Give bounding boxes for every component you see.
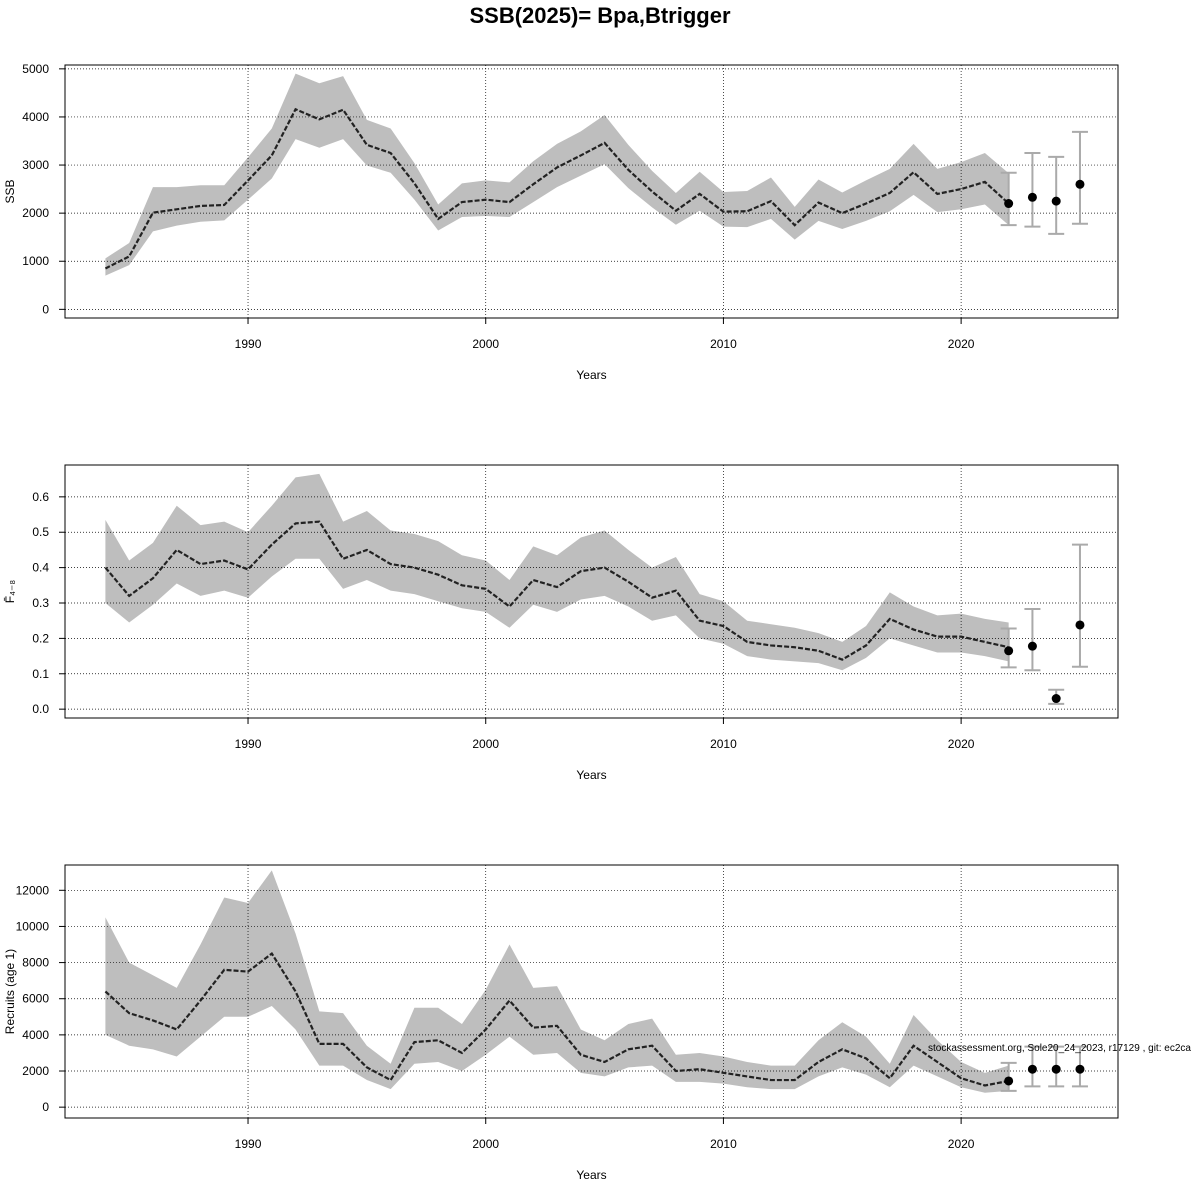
recruits-x-tick-label-2000: 2000 bbox=[472, 1137, 499, 1151]
ssb-x-tick-label-1990: 1990 bbox=[235, 337, 262, 351]
recruits-x-axis-label: Years bbox=[576, 1168, 606, 1182]
ssb-x-tick-label-2020: 2020 bbox=[948, 337, 975, 351]
fbar-x-tick-label-1990: 1990 bbox=[235, 737, 262, 751]
ssb-y-tick-label-1: 1000 bbox=[22, 254, 49, 268]
fbar-estimate-line bbox=[104, 520, 1009, 661]
figure-title: SSB(2025)= Bpa,Btrigger bbox=[469, 3, 730, 28]
ssb-x-axis-label: Years bbox=[576, 368, 606, 382]
fbar-y-tick-label-6: 0.6 bbox=[32, 490, 49, 504]
recruits-y-tick-label-4: 8000 bbox=[22, 956, 49, 970]
recruits-x-tick-label-2020: 2020 bbox=[948, 1137, 975, 1151]
recruits-y-tick-label-6: 12000 bbox=[16, 883, 50, 897]
panels: 1990 2000 2010 2020 0 1000 2000 3000 4000 5000 Yea… bbox=[3, 62, 1119, 1182]
ssb-y-axis-label: SSB bbox=[3, 179, 17, 203]
fbar-confidence-band bbox=[105, 473, 1009, 671]
fbar-x-tick-label-2000: 2000 bbox=[472, 737, 499, 751]
recruits-x-tick-label-1990: 1990 bbox=[235, 1137, 262, 1151]
fbar-forecast-point-2025 bbox=[1075, 620, 1085, 630]
recruits-forecast-point-2023 bbox=[1027, 1064, 1037, 1074]
ssb-forecast-point-2025 bbox=[1075, 179, 1085, 189]
fbar-forecast-point-2022 bbox=[1004, 646, 1014, 656]
recruits-plot-frame bbox=[64, 864, 1119, 1119]
ssb-estimate-line bbox=[104, 107, 1010, 270]
ssb-y-tick-label-5: 5000 bbox=[22, 62, 49, 76]
ssb-forecast-point-2022 bbox=[1004, 199, 1014, 209]
fbar-x-tick-label-2010: 2010 bbox=[710, 737, 737, 751]
ssb-x-tick-label-2010: 2010 bbox=[710, 337, 737, 351]
fbar-y-axis-label: F̄₄₋₈ bbox=[3, 580, 17, 604]
ssb-forecast-point-2023 bbox=[1027, 192, 1037, 202]
fbar-y-tick-label-2: 0.2 bbox=[32, 631, 49, 645]
recruits-y-tick-label-2: 4000 bbox=[22, 1028, 49, 1042]
ssb-confidence-band bbox=[105, 73, 1009, 276]
recruits-x-tick-label-2010: 2010 bbox=[710, 1137, 737, 1151]
ssb-y-tick-label-4: 4000 bbox=[22, 110, 49, 124]
ssb-forecast-point-2024 bbox=[1051, 196, 1061, 206]
recruits-y-tick-label-3: 6000 bbox=[22, 992, 49, 1006]
recruits-estimate-line bbox=[104, 951, 1009, 1087]
fbar-x-tick-label-2020: 2020 bbox=[948, 737, 975, 751]
ssb-y-tick-label-3: 3000 bbox=[22, 158, 49, 172]
fbar-y-tick-label-0: 0.0 bbox=[32, 702, 49, 716]
fbar-y-tick-label-3: 0.3 bbox=[32, 596, 49, 610]
ssb-y-tick-label-2: 2000 bbox=[22, 206, 49, 220]
recruits-forecast-point-2024 bbox=[1051, 1064, 1061, 1074]
recruits-y-axis-label: Recruits (age 1) bbox=[3, 949, 17, 1034]
recruits-forecast-point-2022 bbox=[1004, 1076, 1014, 1086]
fbar-forecast-point-2023 bbox=[1027, 641, 1037, 651]
panel-ssb: 1990 2000 2010 2020 0 1000 2000 3000 4000 5000 Yea… bbox=[3, 62, 1119, 382]
ssb-x-tick-label-2000: 2000 bbox=[472, 337, 499, 351]
recruits-confidence-band bbox=[105, 870, 1009, 1093]
ssb-y-tick-label-0: 0 bbox=[42, 302, 49, 316]
footnote: stockassessment.org, Sole20_24_2023, r17… bbox=[928, 1043, 1191, 1054]
recruits-y-tick-label-5: 10000 bbox=[16, 919, 50, 933]
panel-recruits: 1990 2000 2010 2020 0 2000 4000 6000 8000 10000 12… bbox=[3, 864, 1119, 1182]
fbar-y-tick-label-1: 0.1 bbox=[32, 667, 49, 681]
recruits-forecast-point-2025 bbox=[1075, 1064, 1085, 1074]
panel-fbar: 1990 2000 2010 2020 0.0 0.1 0.2 0.3 0.4 0.5 0.6 Yea… bbox=[3, 464, 1119, 782]
ssb-plot-frame bbox=[64, 64, 1119, 319]
fbar-y-tick-label-5: 0.5 bbox=[32, 525, 49, 539]
fbar-plot-frame bbox=[64, 464, 1119, 719]
recruits-y-tick-label-1: 2000 bbox=[22, 1064, 49, 1078]
fbar-x-axis-label: Years bbox=[576, 768, 606, 782]
recruits-y-tick-label-0: 0 bbox=[42, 1100, 49, 1114]
fbar-forecast-point-2024 bbox=[1051, 694, 1061, 704]
fbar-y-tick-label-4: 0.4 bbox=[32, 561, 49, 575]
